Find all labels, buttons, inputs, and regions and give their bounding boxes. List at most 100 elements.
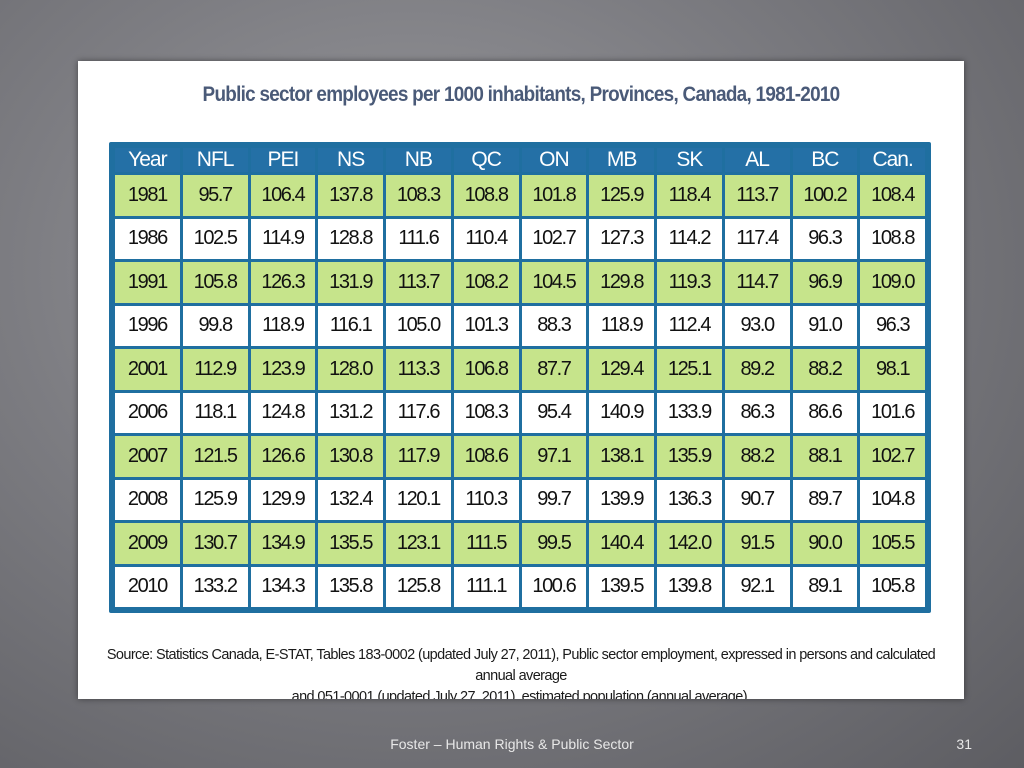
table-title: Public sector employees per 1000 inhabit… xyxy=(202,83,841,106)
value-cell: 96.9 xyxy=(792,262,858,303)
value-cell: 117.6 xyxy=(386,392,451,433)
value-cell: 105.5 xyxy=(860,523,925,564)
value-cell: 126.3 xyxy=(250,262,316,303)
value-cell: 101.3 xyxy=(453,305,519,346)
value-cell: 105.0 xyxy=(386,305,451,346)
value-cell: 106.4 xyxy=(250,175,316,216)
source-line-2: and 051-0001 (updated July 27, 2011), es… xyxy=(291,689,751,699)
value-cell: 118.1 xyxy=(182,392,248,433)
value-cell: 100.2 xyxy=(792,175,858,216)
value-cell: 109.0 xyxy=(860,262,925,303)
value-cell: 113.7 xyxy=(724,175,790,216)
value-cell: 134.9 xyxy=(250,523,316,564)
column-header: NS xyxy=(318,148,383,172)
year-cell: 1991 xyxy=(115,262,180,303)
value-cell: 140.9 xyxy=(589,392,654,433)
value-cell: 125.8 xyxy=(386,566,451,607)
value-cell: 86.3 xyxy=(724,392,790,433)
value-cell: 125.9 xyxy=(182,479,248,520)
value-cell: 118.4 xyxy=(657,175,722,216)
value-cell: 131.2 xyxy=(318,392,383,433)
table-row: 2006 118.1 124.8 131.2 117.6 108.3 95.4 140.9 13… xyxy=(115,392,925,433)
value-cell: 104.8 xyxy=(860,479,925,520)
value-cell: 114.9 xyxy=(250,218,316,259)
value-cell: 138.1 xyxy=(589,436,654,477)
value-cell: 99.5 xyxy=(521,523,587,564)
value-cell: 88.3 xyxy=(521,305,587,346)
table-body: 1981 95.7 106.4 137.8 108.3 108.8 101.8 125.9 11… xyxy=(115,175,925,607)
value-cell: 105.8 xyxy=(182,262,248,303)
value-cell: 88.1 xyxy=(792,436,858,477)
value-cell: 91.0 xyxy=(792,305,858,346)
column-header: PEI xyxy=(250,148,316,172)
value-cell: 108.6 xyxy=(453,436,519,477)
value-cell: 129.4 xyxy=(589,349,654,390)
column-header: ON xyxy=(521,148,587,172)
column-header: MB xyxy=(589,148,654,172)
value-cell: 126.6 xyxy=(250,436,316,477)
value-cell: 132.4 xyxy=(318,479,383,520)
value-cell: 129.9 xyxy=(250,479,316,520)
value-cell: 92.1 xyxy=(724,566,790,607)
value-cell: 137.8 xyxy=(318,175,383,216)
value-cell: 96.3 xyxy=(792,218,858,259)
value-cell: 105.8 xyxy=(860,566,925,607)
value-cell: 118.9 xyxy=(250,305,316,346)
year-cell: 2001 xyxy=(115,349,180,390)
value-cell: 106.8 xyxy=(453,349,519,390)
column-header: NFL xyxy=(182,148,248,172)
value-cell: 112.9 xyxy=(182,349,248,390)
value-cell: 91.5 xyxy=(724,523,790,564)
value-cell: 121.5 xyxy=(182,436,248,477)
value-cell: 110.4 xyxy=(453,218,519,259)
value-cell: 139.5 xyxy=(589,566,654,607)
value-cell: 96.3 xyxy=(860,305,925,346)
value-cell: 98.1 xyxy=(860,349,925,390)
value-cell: 110.3 xyxy=(453,479,519,520)
value-cell: 90.0 xyxy=(792,523,858,564)
value-cell: 99.7 xyxy=(521,479,587,520)
value-cell: 129.8 xyxy=(589,262,654,303)
value-cell: 88.2 xyxy=(792,349,858,390)
value-cell: 108.8 xyxy=(453,175,519,216)
value-cell: 101.8 xyxy=(521,175,587,216)
column-header: QC xyxy=(453,148,519,172)
value-cell: 114.2 xyxy=(657,218,722,259)
table-row: 2008 125.9 129.9 132.4 120.1 110.3 99.7 139.9 13… xyxy=(115,479,925,520)
column-header: Year xyxy=(115,148,180,172)
value-cell: 95.4 xyxy=(521,392,587,433)
value-cell: 135.9 xyxy=(657,436,722,477)
data-table: Year NFL PEI NS NB QC ON MB SK AL BC Can. 1981 95.7 1… xyxy=(112,145,928,610)
source-note: Source: Statistics Canada, E-STAT, Table… xyxy=(88,645,954,699)
value-cell: 93.0 xyxy=(724,305,790,346)
column-header: AL xyxy=(724,148,790,172)
table-row: 2009 130.7 134.9 135.5 123.1 111.5 99.5 140.4 14… xyxy=(115,523,925,564)
value-cell: 102.7 xyxy=(860,436,925,477)
value-cell: 136.3 xyxy=(657,479,722,520)
value-cell: 114.7 xyxy=(724,262,790,303)
value-cell: 117.9 xyxy=(386,436,451,477)
table-row: 2010 133.2 134.3 135.8 125.8 111.1 100.6 139.5 1… xyxy=(115,566,925,607)
column-header: NB xyxy=(386,148,451,172)
year-cell: 1986 xyxy=(115,218,180,259)
data-table-frame: Year NFL PEI NS NB QC ON MB SK AL BC Can. 1981 95.7 1… xyxy=(109,142,931,613)
year-cell: 1996 xyxy=(115,305,180,346)
page-number: 31 xyxy=(956,736,972,752)
value-cell: 108.3 xyxy=(453,392,519,433)
value-cell: 124.8 xyxy=(250,392,316,433)
value-cell: 139.9 xyxy=(589,479,654,520)
value-cell: 139.8 xyxy=(657,566,722,607)
value-cell: 120.1 xyxy=(386,479,451,520)
column-header: BC xyxy=(792,148,858,172)
value-cell: 140.4 xyxy=(589,523,654,564)
table-row: 1981 95.7 106.4 137.8 108.3 108.8 101.8 125.9 11… xyxy=(115,175,925,216)
value-cell: 128.8 xyxy=(318,218,383,259)
value-cell: 108.3 xyxy=(386,175,451,216)
value-cell: 119.3 xyxy=(657,262,722,303)
value-cell: 113.7 xyxy=(386,262,451,303)
table-row: 2007 121.5 126.6 130.8 117.9 108.6 97.1 138.1 13… xyxy=(115,436,925,477)
value-cell: 116.1 xyxy=(318,305,383,346)
year-cell: 2010 xyxy=(115,566,180,607)
value-cell: 125.1 xyxy=(657,349,722,390)
value-cell: 111.1 xyxy=(453,566,519,607)
